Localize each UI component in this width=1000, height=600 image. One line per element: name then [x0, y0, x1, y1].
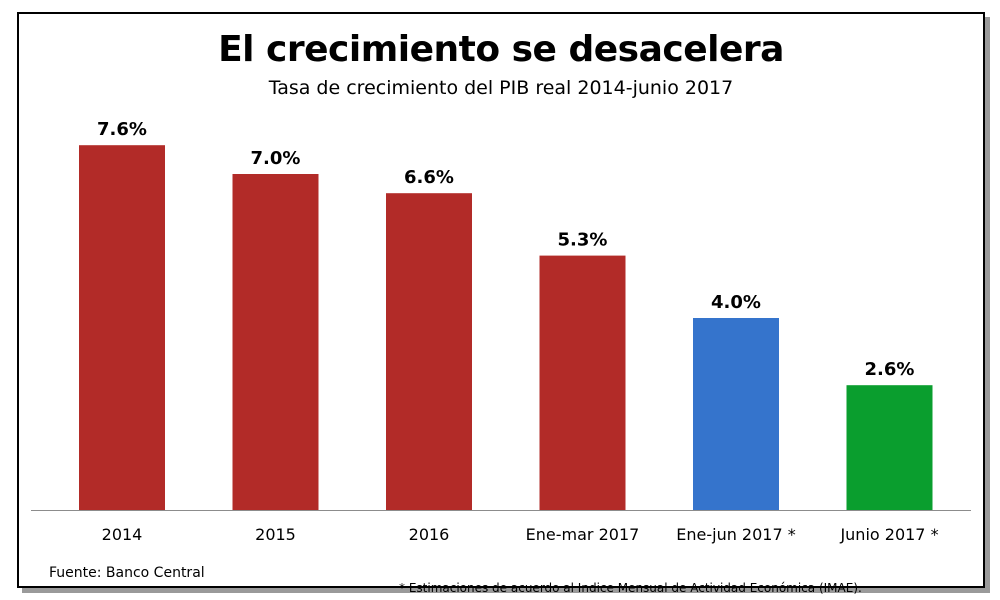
bar-chart: 7.6% 2014 7.0% 2015 6.6% 2016 5.3% Ene-mar 2017… — [31, 119, 971, 544]
data-label: 4.0% — [711, 292, 761, 313]
x-tick-label: Ene-mar 2017 — [526, 525, 640, 544]
data-label: 6.6% — [404, 167, 454, 188]
x-tick-label: 2015 — [255, 525, 296, 544]
data-label: 7.0% — [251, 148, 301, 169]
bar — [539, 255, 626, 510]
data-label: 2.6% — [865, 359, 915, 380]
x-tick-label: 2014 — [102, 525, 143, 544]
chart-subtitle: Tasa de crecimiento del PIB real 2014-ju… — [268, 77, 734, 99]
footnote: * Estimaciones de acuerdo al Indice Mens… — [399, 581, 862, 595]
x-tick-label: Junio 2017 * — [839, 525, 938, 544]
bar — [693, 318, 779, 510]
bar — [846, 385, 933, 510]
chart-frame: El crecimiento se desacelera Tasa de cre… — [17, 12, 985, 595]
chart-title: El crecimiento se desacelera — [218, 29, 784, 70]
source-note: Fuente: Banco Central — [49, 565, 205, 581]
x-tick-label: 2016 — [409, 525, 450, 544]
data-label: 5.3% — [558, 230, 608, 251]
x-tick-label: Ene-jun 2017 * — [676, 525, 795, 544]
bar — [79, 145, 165, 510]
bar — [232, 174, 319, 510]
bar — [386, 193, 472, 510]
data-label: 7.6% — [97, 119, 147, 140]
